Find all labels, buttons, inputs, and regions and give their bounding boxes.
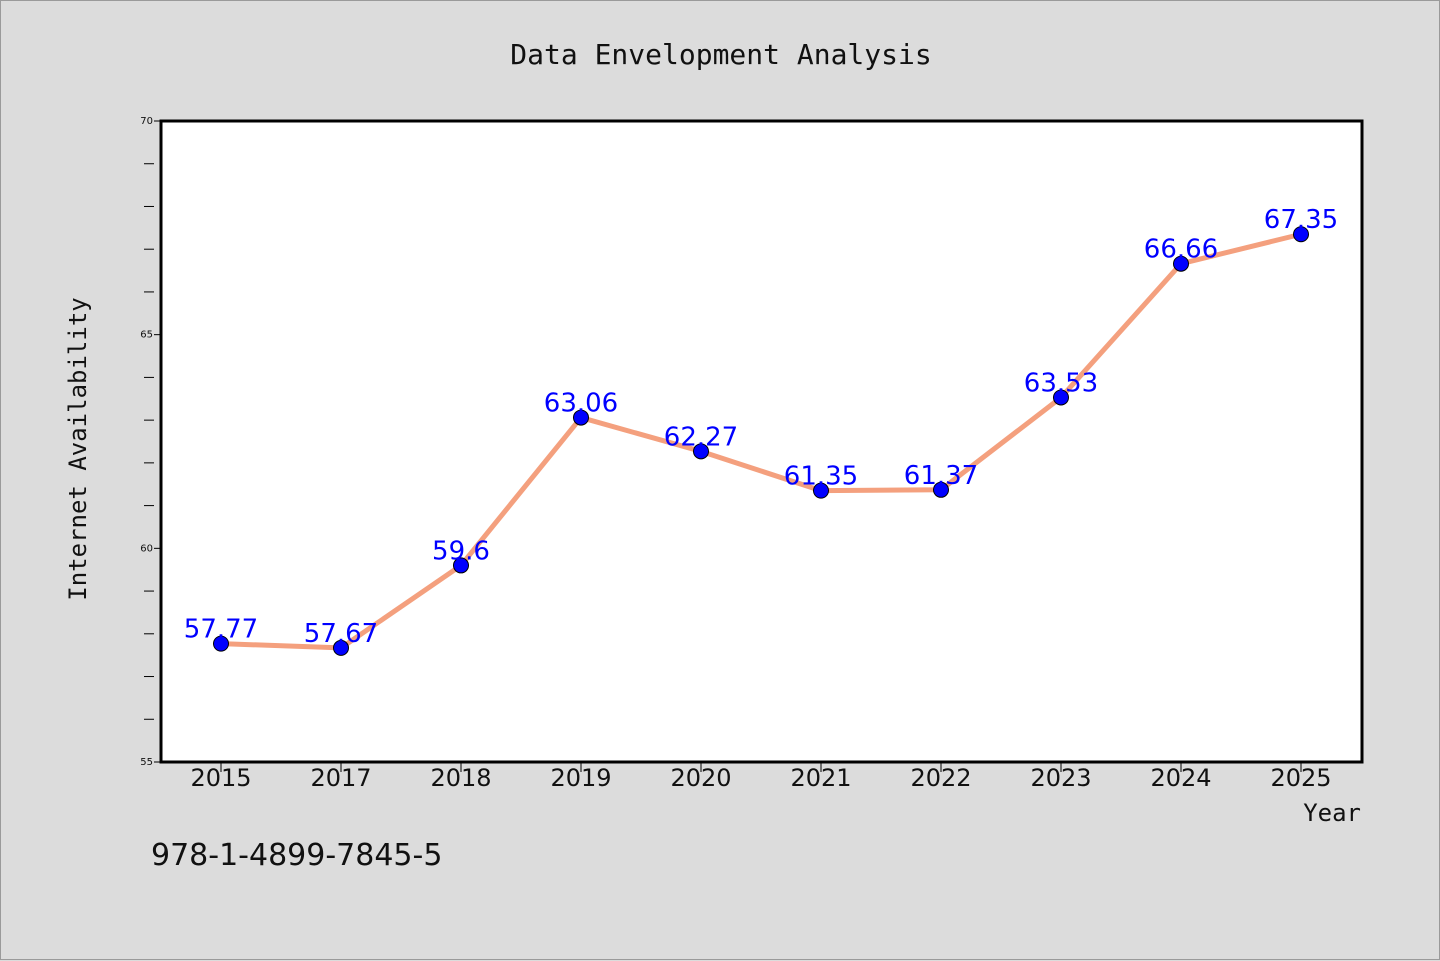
- markers-group: [213, 226, 1309, 656]
- data-labels-group: 57.77 57.67 59.6 63.06 62.27 61.35 61.37 63.53 6…: [184, 205, 1338, 649]
- x-tick-label: 2020: [670, 764, 731, 792]
- isbn-text: 978-1-4899-7845-5: [151, 838, 442, 873]
- data-label: 61.35: [784, 462, 858, 492]
- data-label: 63.53: [1024, 368, 1098, 398]
- y-axis-label: Internet Availability: [64, 297, 92, 600]
- y-tick-label: 55: [140, 757, 153, 768]
- series-line-group: [220, 231, 1302, 651]
- data-point: [1173, 255, 1189, 272]
- plot-area: [159, 119, 1364, 764]
- x-axis: 2015 2017 2018 2019 2020 2021 2022 2023 2024 2025: [190, 762, 1332, 792]
- x-tick-label: 2023: [1030, 764, 1091, 792]
- x-tick-label: 2019: [550, 764, 611, 792]
- x-tick-label: 2024: [1150, 764, 1211, 792]
- data-point: [1293, 226, 1309, 243]
- y-tick-label: 60: [140, 543, 153, 554]
- data-label: 67.35: [1264, 205, 1338, 235]
- series-line: [220, 231, 1302, 651]
- data-label: 63.06: [544, 389, 618, 419]
- x-tick-label: 2018: [430, 764, 491, 792]
- x-tick-label: 2022: [910, 764, 971, 792]
- x-tick-label: 2025: [1270, 764, 1331, 792]
- data-label: 61.37: [904, 461, 978, 491]
- x-tick-label: 2021: [790, 764, 851, 792]
- data-label: 62.27: [664, 422, 738, 452]
- data-label: 57.67: [304, 619, 378, 649]
- chart-title: Data Envelopment Analysis: [510, 38, 931, 71]
- data-point: [213, 635, 229, 652]
- x-tick-label: 2015: [190, 764, 251, 792]
- x-tick-label: 2017: [310, 764, 371, 792]
- data-point: [813, 482, 829, 499]
- data-point: [1053, 389, 1069, 406]
- data-point: [573, 409, 589, 426]
- y-tick-label: 70: [140, 116, 153, 127]
- data-point: [693, 443, 709, 460]
- data-point: [933, 481, 949, 498]
- data-label: 66.66: [1144, 235, 1218, 265]
- x-axis-label: Year: [1303, 799, 1361, 827]
- data-label: 57.77: [184, 615, 258, 645]
- data-point: [333, 639, 349, 656]
- data-label: 59.6: [432, 536, 490, 566]
- data-point: [453, 557, 469, 574]
- y-tick-label: 65: [140, 330, 153, 341]
- y-axis: 55 60 65 70: [140, 116, 161, 768]
